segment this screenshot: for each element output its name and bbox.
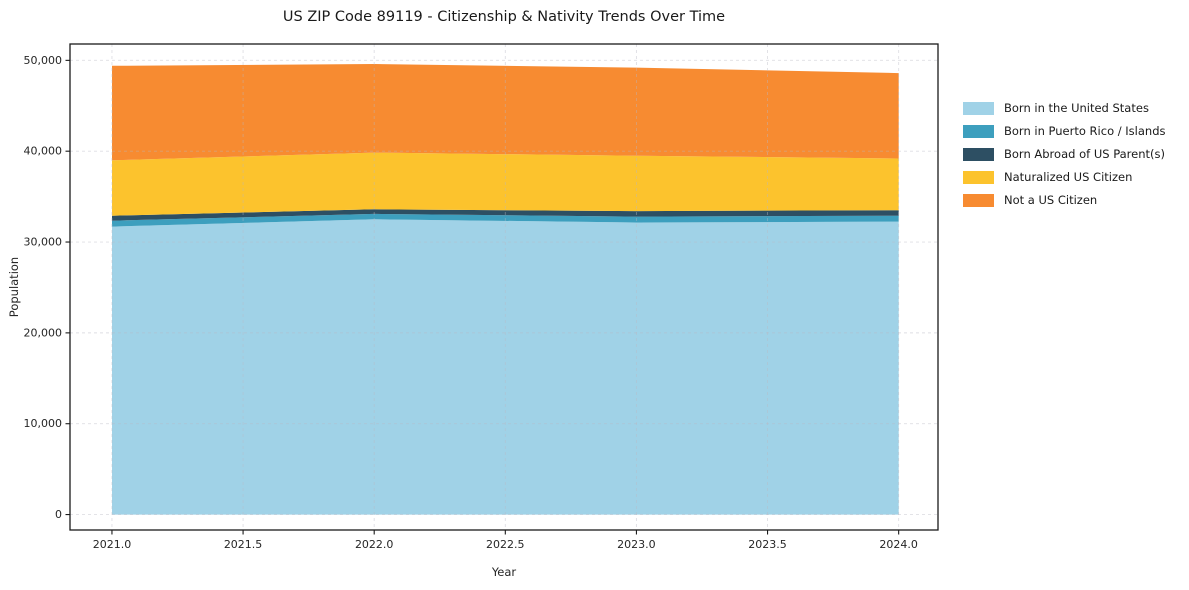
y-tick-label: 20,000 — [24, 326, 63, 339]
legend-item: Naturalized US Citizen — [963, 170, 1166, 184]
legend-item: Born in the United States — [963, 101, 1166, 115]
y-tick-label: 0 — [55, 508, 62, 521]
area-series-2 — [112, 209, 899, 221]
legend-label: Not a US Citizen — [1004, 193, 1098, 207]
legend-item: Born in Puerto Rico / Islands — [963, 124, 1166, 138]
y-axis-label: Population — [7, 256, 21, 318]
legend-item: Born Abroad of US Parent(s) — [963, 147, 1166, 161]
x-tick-label: 2024.0 — [879, 538, 918, 551]
x-tick-label: 2023.5 — [748, 538, 787, 551]
legend-label: Born in Puerto Rico / Islands — [1004, 124, 1166, 138]
legend-item: Not a US Citizen — [963, 193, 1166, 207]
legend: Born in the United States Born in Puerto … — [963, 101, 1166, 207]
y-tick-label: 50,000 — [24, 54, 63, 67]
area-series-4 — [112, 64, 899, 161]
area-series-3 — [112, 152, 899, 216]
legend-label: Born Abroad of US Parent(s) — [1004, 147, 1165, 161]
area-series-1 — [112, 213, 899, 227]
area-series-0 — [112, 219, 899, 515]
y-tick-label: 40,000 — [24, 145, 63, 158]
x-tick-label: 2022.0 — [355, 538, 394, 551]
legend-swatch — [963, 193, 994, 207]
legend-swatch — [963, 147, 994, 161]
x-tick-label: 2021.5 — [224, 538, 263, 551]
legend-label: Born in the United States — [1004, 101, 1149, 115]
x-tick-label: 2022.5 — [486, 538, 525, 551]
legend-swatch — [963, 101, 994, 115]
x-axis-label: Year — [491, 565, 517, 579]
x-tick-label: 2021.0 — [93, 538, 132, 551]
legend-swatch — [963, 124, 994, 138]
legend-swatch — [963, 170, 994, 184]
legend-label: Naturalized US Citizen — [1004, 170, 1133, 184]
y-tick-label: 10,000 — [24, 417, 63, 430]
plot-border — [69, 43, 939, 531]
x-tick-label: 2023.0 — [617, 538, 656, 551]
y-tick-label: 30,000 — [24, 236, 63, 249]
chart-title: US ZIP Code 89119 - Citizenship & Nativi… — [282, 9, 726, 25]
